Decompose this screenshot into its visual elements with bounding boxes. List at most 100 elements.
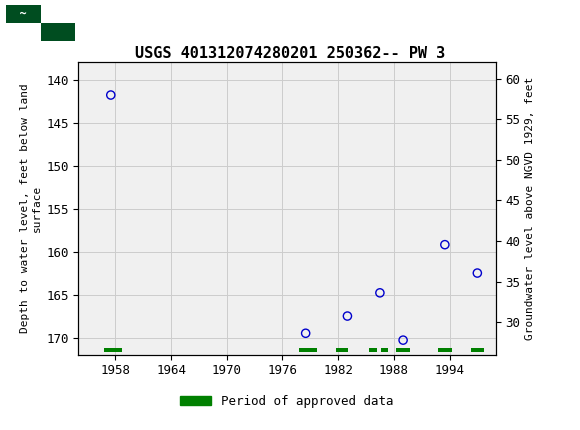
Point — [397, 347, 407, 354]
Point — [477, 347, 486, 354]
Point — [306, 347, 316, 354]
Point — [339, 347, 349, 354]
Point — [378, 347, 387, 354]
Point — [402, 347, 411, 354]
Point — [335, 347, 344, 354]
Point — [473, 347, 482, 354]
Point — [443, 347, 452, 354]
Point — [403, 347, 412, 354]
Point — [398, 337, 408, 344]
Point — [443, 347, 452, 354]
Point — [440, 241, 450, 248]
Point — [340, 347, 349, 354]
Point — [368, 347, 378, 354]
Point — [398, 347, 407, 354]
Point — [368, 347, 377, 354]
Point — [106, 347, 115, 354]
Point — [338, 347, 347, 354]
Point — [437, 347, 447, 354]
Point — [371, 347, 380, 354]
Point — [436, 347, 445, 354]
Point — [338, 347, 347, 354]
Point — [367, 347, 376, 354]
Point — [442, 347, 451, 354]
Point — [403, 347, 412, 354]
Point — [334, 347, 343, 354]
Point — [300, 347, 309, 354]
Point — [474, 347, 483, 354]
Point — [299, 347, 309, 354]
Point — [298, 347, 307, 354]
Point — [382, 347, 391, 354]
Point — [369, 347, 378, 354]
Point — [298, 347, 307, 354]
Point — [472, 347, 481, 354]
Point — [470, 347, 479, 354]
Point — [110, 347, 119, 354]
Point — [477, 347, 486, 354]
Point — [334, 347, 343, 354]
Point — [301, 330, 310, 337]
Point — [401, 347, 411, 354]
Point — [473, 347, 483, 354]
Point — [112, 347, 121, 354]
Point — [437, 347, 447, 354]
Point — [395, 347, 404, 354]
Point — [302, 347, 311, 354]
Point — [110, 347, 119, 354]
Point — [338, 347, 347, 354]
Point — [303, 347, 312, 354]
Point — [439, 347, 448, 354]
Point — [334, 347, 343, 354]
Point — [115, 347, 124, 354]
FancyBboxPatch shape — [41, 22, 75, 41]
Point — [395, 347, 404, 354]
Point — [472, 347, 481, 354]
Point — [369, 347, 379, 354]
Point — [438, 347, 447, 354]
Point — [394, 347, 404, 354]
Point — [338, 347, 347, 354]
Point — [401, 347, 410, 354]
Point — [445, 347, 454, 354]
Point — [336, 347, 346, 354]
Point — [367, 347, 376, 354]
Point — [309, 347, 318, 354]
Point — [304, 347, 314, 354]
Point — [369, 347, 378, 354]
Point — [379, 347, 388, 354]
Point — [378, 347, 387, 354]
Point — [368, 347, 377, 354]
Point — [472, 347, 481, 354]
Point — [399, 347, 408, 354]
Point — [379, 347, 389, 354]
Point — [108, 347, 118, 354]
Point — [380, 347, 390, 354]
Point — [299, 347, 308, 354]
FancyBboxPatch shape — [6, 4, 75, 41]
Point — [443, 347, 452, 354]
Point — [370, 347, 379, 354]
Point — [370, 347, 379, 354]
Point — [437, 347, 446, 354]
Point — [341, 347, 350, 354]
Point — [113, 347, 122, 354]
Point — [476, 347, 485, 354]
Point — [340, 347, 350, 354]
Point — [368, 347, 378, 354]
Point — [477, 347, 487, 354]
Point — [441, 347, 450, 354]
Point — [399, 347, 408, 354]
Point — [397, 347, 406, 354]
Point — [309, 347, 318, 354]
Point — [394, 347, 404, 354]
Point — [380, 347, 390, 354]
Point — [336, 347, 346, 354]
Point — [310, 347, 319, 354]
Point — [380, 347, 390, 354]
Point — [368, 347, 377, 354]
Text: USGS 401312074280201 250362-- PW 3: USGS 401312074280201 250362-- PW 3 — [135, 46, 445, 61]
Point — [473, 347, 483, 354]
Point — [381, 347, 390, 354]
Point — [339, 347, 348, 354]
